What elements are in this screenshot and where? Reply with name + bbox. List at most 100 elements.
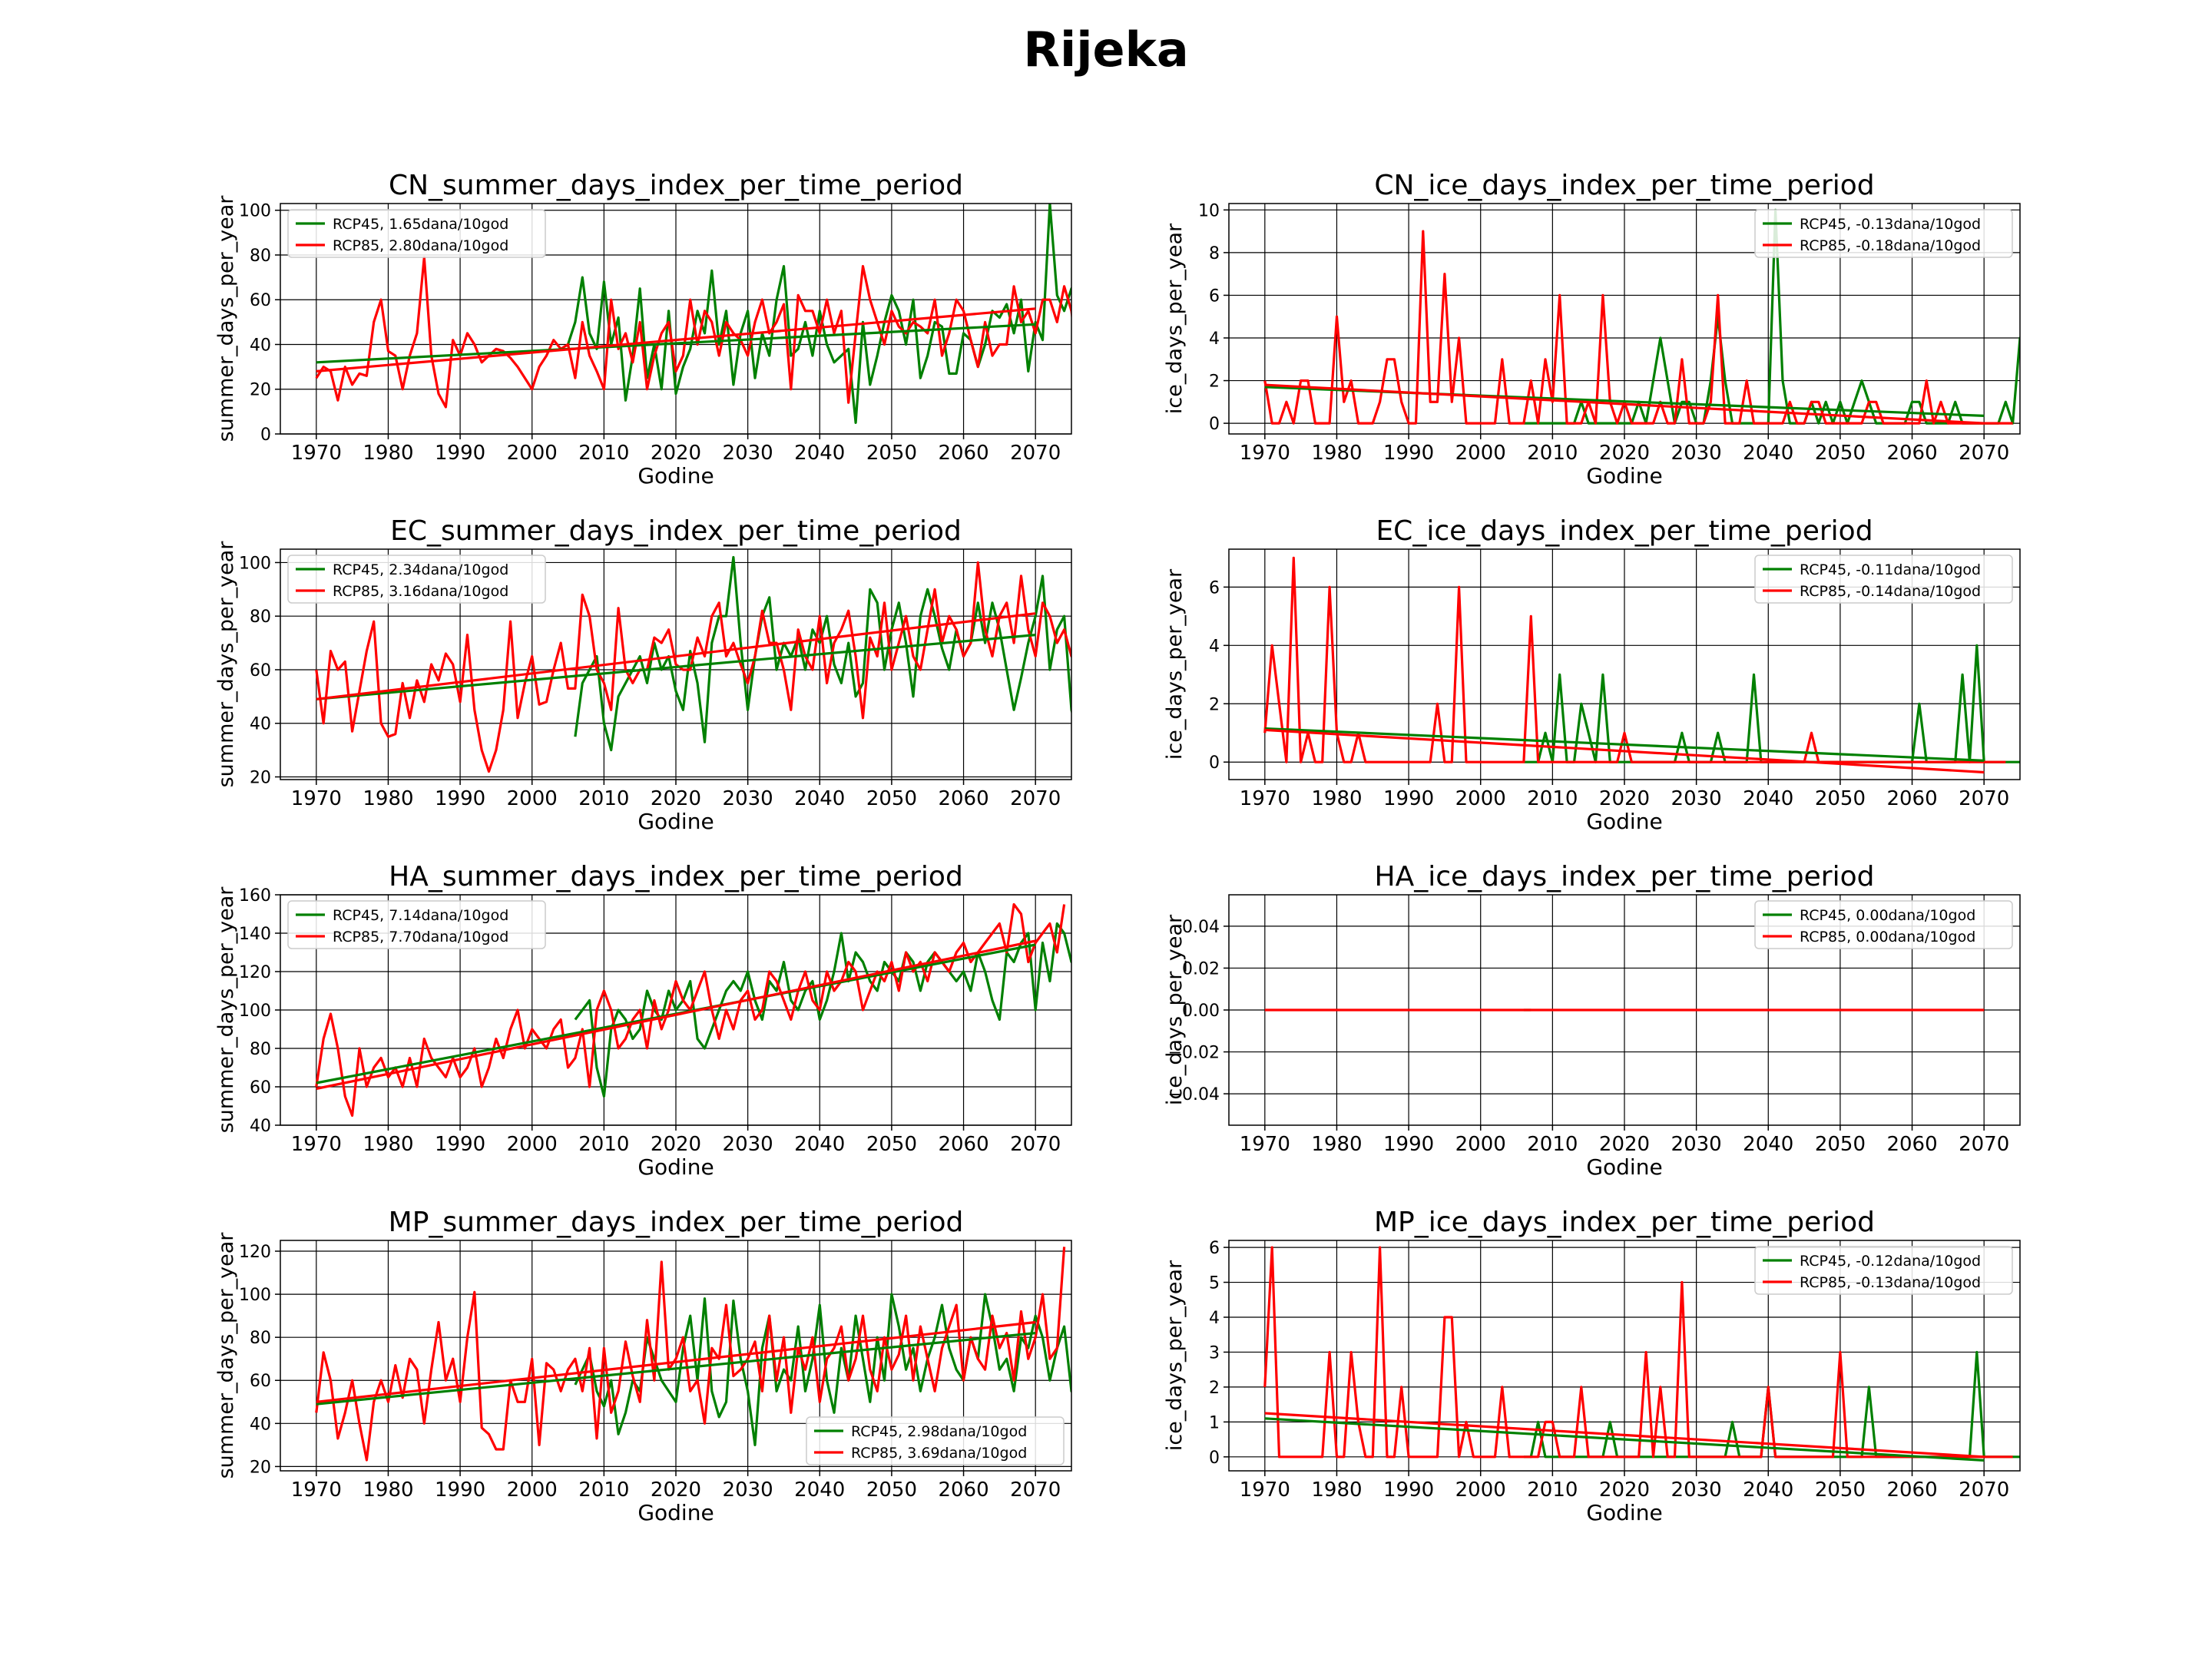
x-tick-label: 2050 bbox=[1815, 787, 1866, 810]
y-tick-label: 40 bbox=[250, 1415, 271, 1434]
legend-label: RCP85, 2.80dana/10god bbox=[333, 237, 508, 254]
x-tick-label: 2000 bbox=[507, 787, 558, 810]
x-tick-label: 2020 bbox=[651, 1133, 701, 1156]
series-line bbox=[574, 1293, 1071, 1447]
y-tick-label: 0 bbox=[1209, 753, 1220, 773]
legend: RCP45, -0.11dana/10god RCP85, -0.14dana/1… bbox=[1754, 555, 2013, 604]
x-tick-label: 1970 bbox=[1240, 1133, 1290, 1156]
y-axis-label: ice_days_per_year bbox=[1163, 1260, 1187, 1451]
x-tick-label: 1990 bbox=[1383, 1479, 1434, 1502]
x-tick-label: 2030 bbox=[1671, 1133, 1722, 1156]
x-tick-label: 2060 bbox=[938, 1479, 988, 1502]
legend: RCP45, 0.00dana/10god RCP85, 0.00dana/10g… bbox=[1754, 900, 2013, 949]
legend-label: RCP85, 7.70dana/10god bbox=[333, 929, 508, 945]
x-tick-label: 2070 bbox=[1010, 442, 1061, 465]
x-tick-label: 2040 bbox=[794, 787, 845, 810]
legend: RCP45, 7.14dana/10god RCP85, 7.70dana/10g… bbox=[287, 900, 546, 949]
x-tick-label: 2070 bbox=[1959, 787, 2009, 810]
x-tick-label: 2060 bbox=[1886, 787, 1937, 810]
series-line bbox=[574, 922, 1071, 1098]
y-tick-label: 0 bbox=[1209, 1449, 1220, 1468]
chart-title: MP_summer_days_index_per_time_period bbox=[389, 1207, 964, 1238]
x-tick-label: 2030 bbox=[723, 1479, 773, 1502]
y-tick-label: −0.04 bbox=[1168, 1085, 1220, 1104]
y-tick-label: 0.02 bbox=[1182, 959, 1220, 979]
x-tick-label: 1990 bbox=[1383, 442, 1434, 465]
x-tick-label: 2010 bbox=[1527, 442, 1578, 465]
y-axis-label: ice_days_per_year bbox=[1163, 568, 1187, 760]
x-tick-label: 1980 bbox=[363, 787, 413, 810]
x-tick-label: 2050 bbox=[866, 1479, 917, 1502]
x-tick-label: 1990 bbox=[1383, 787, 1434, 810]
series-group bbox=[1263, 208, 2020, 425]
x-tick-label: 2070 bbox=[1010, 1479, 1061, 1502]
y-tick-label: 2 bbox=[1209, 695, 1220, 714]
x-tick-label: 1970 bbox=[291, 1479, 342, 1502]
y-tick-label: 40 bbox=[250, 715, 271, 734]
legend-label: RCP45, -0.11dana/10god bbox=[1800, 561, 1981, 578]
x-axis-label: Godine bbox=[1586, 1500, 1662, 1525]
y-tick-label: 60 bbox=[250, 661, 271, 680]
y-tick-label: 4 bbox=[1209, 1309, 1220, 1328]
x-tick-label: 1980 bbox=[363, 1133, 413, 1156]
x-tick-label: 1970 bbox=[291, 442, 342, 465]
x-tick-label: 2000 bbox=[507, 1133, 558, 1156]
x-tick-label: 2010 bbox=[578, 442, 629, 465]
x-tick-label: 2060 bbox=[938, 787, 988, 810]
y-tick-label: 80 bbox=[250, 1329, 271, 1348]
series-line bbox=[315, 256, 1071, 409]
x-tick-label: 2060 bbox=[938, 1133, 988, 1156]
x-tick-label: 1980 bbox=[1311, 442, 1362, 465]
chart-4: 1970 1980 1990 2000 2010 2020 2030 2040 2050 2060… bbox=[1163, 515, 2021, 834]
y-tick-label: 100 bbox=[239, 202, 271, 221]
legend-label: RCP45, 0.00dana/10god bbox=[1800, 907, 1975, 924]
y-tick-label: 80 bbox=[250, 1040, 271, 1059]
x-tick-label: 2050 bbox=[866, 1133, 917, 1156]
x-tick-label: 2000 bbox=[507, 1479, 558, 1502]
x-tick-label: 2020 bbox=[1599, 442, 1650, 465]
x-axis-label: Godine bbox=[637, 1500, 714, 1525]
y-tick-label: 100 bbox=[239, 554, 271, 573]
x-tick-label: 2030 bbox=[723, 1133, 773, 1156]
x-axis-label: Godine bbox=[1586, 1154, 1662, 1180]
x-tick-label: 2050 bbox=[866, 787, 917, 810]
x-tick-label: 2000 bbox=[1455, 787, 1506, 810]
x-tick-label: 2000 bbox=[1455, 1133, 1506, 1156]
legend-label: RCP45, 1.65dana/10god bbox=[333, 216, 508, 233]
x-axis-label: Godine bbox=[637, 463, 714, 488]
series-line bbox=[1264, 1417, 1985, 1462]
x-tick-label: 1970 bbox=[291, 1133, 342, 1156]
y-tick-label: 6 bbox=[1209, 1239, 1220, 1258]
y-tick-label: 80 bbox=[250, 608, 271, 627]
x-tick-label: 1970 bbox=[1240, 442, 1290, 465]
x-tick-label: 2040 bbox=[794, 1479, 845, 1502]
legend-box bbox=[1754, 555, 2013, 604]
x-tick-label: 1990 bbox=[435, 787, 485, 810]
legend-box bbox=[806, 1416, 1065, 1465]
y-tick-label: 0 bbox=[1209, 415, 1220, 434]
y-axis-label: ice_days_per_year bbox=[1163, 914, 1187, 1105]
series-line bbox=[566, 204, 1071, 425]
legend: RCP45, -0.13dana/10god RCP85, -0.18dana/1… bbox=[1754, 209, 2013, 258]
x-tick-label: 1970 bbox=[1240, 1479, 1290, 1502]
y-tick-label: 20 bbox=[250, 769, 271, 788]
y-tick-label: 160 bbox=[239, 886, 271, 906]
x-tick-label: 2040 bbox=[1743, 1133, 1793, 1156]
y-tick-label: 60 bbox=[250, 1078, 271, 1098]
series-line bbox=[316, 634, 1036, 700]
x-tick-label: 2040 bbox=[794, 442, 845, 465]
chart-2: 1970 1980 1990 2000 2010 2020 2030 2040 2050 2060… bbox=[1163, 170, 2021, 488]
legend-box bbox=[1754, 1246, 2013, 1295]
x-tick-label: 1990 bbox=[1383, 1133, 1434, 1156]
y-tick-label: 100 bbox=[239, 1002, 271, 1021]
y-tick-label: 120 bbox=[239, 963, 271, 982]
series-line bbox=[316, 1320, 1036, 1403]
x-tick-label: 2040 bbox=[1743, 1479, 1793, 1502]
series-line bbox=[1263, 230, 2013, 425]
x-tick-label: 2070 bbox=[1010, 1133, 1061, 1156]
legend-box bbox=[1754, 209, 2013, 258]
x-tick-label: 2010 bbox=[578, 1479, 629, 1502]
x-tick-label: 1980 bbox=[1311, 1479, 1362, 1502]
series-group bbox=[315, 204, 1071, 425]
chart-title: EC_summer_days_index_per_time_period bbox=[390, 515, 962, 547]
